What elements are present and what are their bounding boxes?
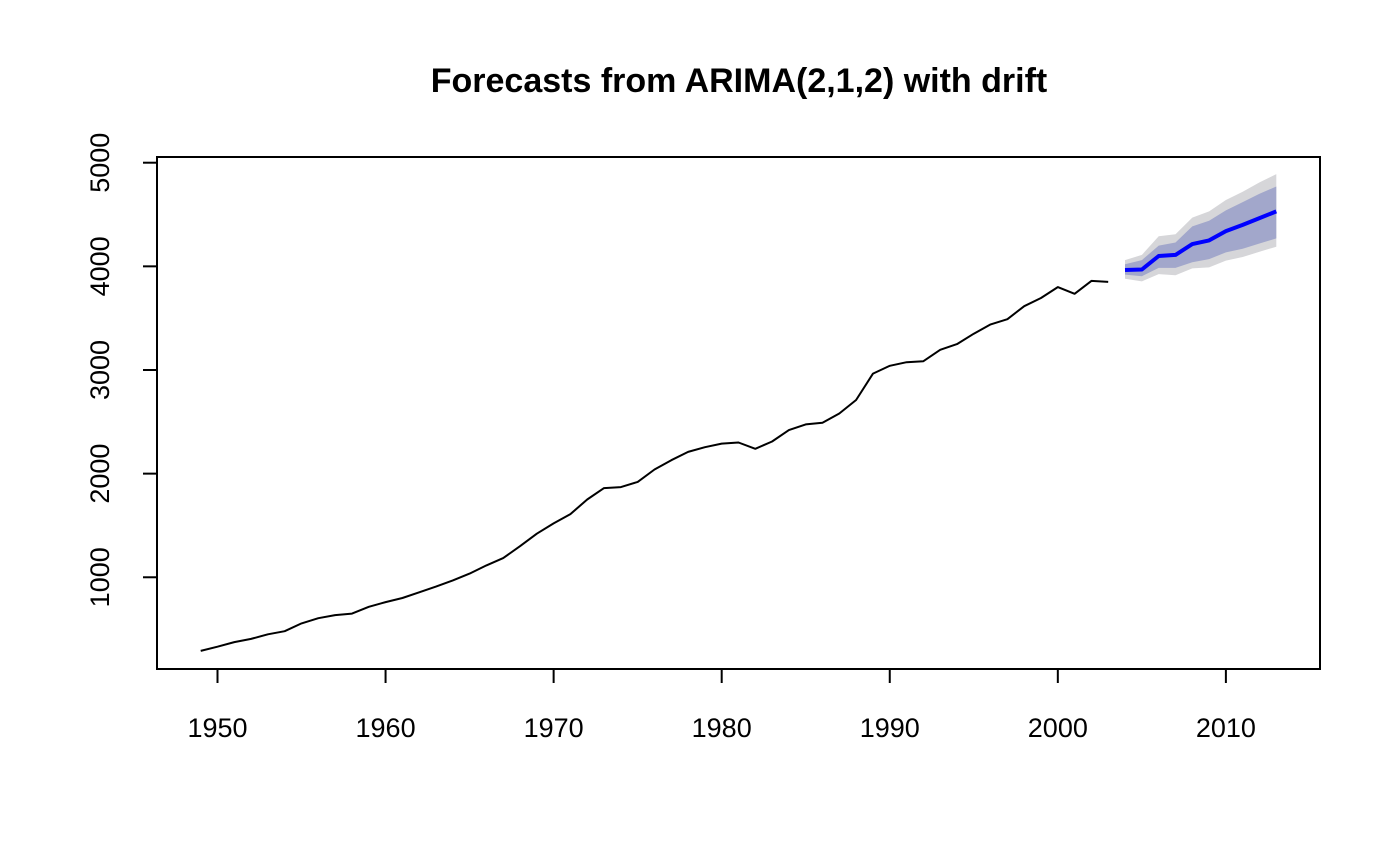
y-tick-label: 1000 (85, 547, 115, 607)
x-tick-label: 1950 (187, 713, 247, 743)
x-tick-label: 1990 (860, 713, 920, 743)
x-tick-label: 1980 (692, 713, 752, 743)
chart-title: Forecasts from ARIMA(2,1,2) with drift (431, 62, 1047, 100)
y-tick-label: 2000 (85, 444, 115, 504)
plot-frame (156, 156, 1321, 670)
forecast-mean-line (1124, 209, 1278, 272)
y-tick-label: 3000 (85, 340, 115, 400)
observed-series-line (200, 279, 1109, 652)
y-tick-label: 5000 (85, 133, 115, 193)
x-tick-label: 1970 (524, 713, 584, 743)
y-tick-label: 4000 (85, 236, 115, 296)
axes: 1950 1960 1970 1980 1990 2000 2010 1000 2000 3000… (85, 133, 1256, 743)
x-tick-label: 2010 (1196, 713, 1256, 743)
x-tick-label: 2000 (1028, 713, 1088, 743)
series-lines (200, 209, 1278, 652)
x-tick-label: 1960 (356, 713, 416, 743)
